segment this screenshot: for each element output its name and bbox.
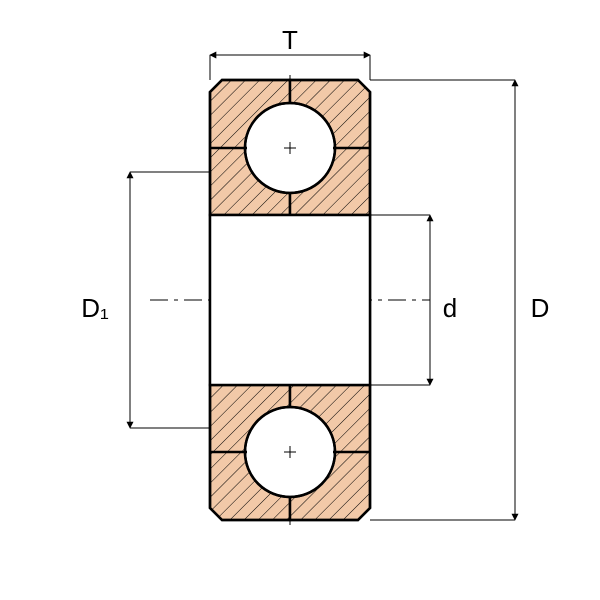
cross-section — [150, 75, 430, 525]
bore-outline — [210, 215, 370, 385]
bearing-drawing: T Dd D₁ — [0, 0, 600, 600]
dim-label: D₁ — [81, 293, 109, 323]
dim-label: d — [443, 293, 457, 323]
dim-label: T — [282, 25, 298, 55]
dim-label: D — [531, 293, 550, 323]
